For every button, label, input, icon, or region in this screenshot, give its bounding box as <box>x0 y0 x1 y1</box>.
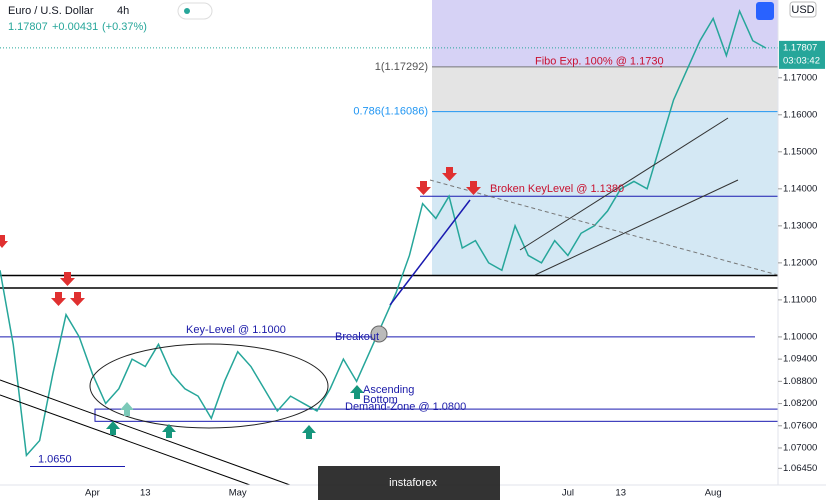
trend-line <box>519 117 729 251</box>
price-tag <box>779 40 825 69</box>
trend-line <box>534 179 739 276</box>
ellipse <box>89 343 329 429</box>
trend-line <box>389 199 471 306</box>
status-pill[interactable] <box>177 2 213 20</box>
symbol: Euro / U.S. Dollar <box>8 5 94 17</box>
axes: 1.06450 1.07000 1.07600 1.08200 1.08800 1.094… <box>85 40 825 499</box>
fib-zone <box>432 66 778 112</box>
background: 1(1.17292) 0.786(1.16086) <box>353 0 778 276</box>
level-label: Broken KeyLevel @ 1.1380 <box>490 183 624 195</box>
price-line <box>0 8 767 458</box>
y-tick-label: 1.10000 <box>783 331 817 342</box>
up-arrow <box>350 385 364 399</box>
watermark: instaforex <box>389 477 437 489</box>
currency: USD <box>791 4 814 16</box>
countdown: 03:03:42 <box>783 55 820 66</box>
down-arrow <box>70 292 85 306</box>
y-tick-label: 1.07600 <box>783 420 817 431</box>
annotations: Fibo Exp. 100% @ 1.1730 Broken KeyLevel @… <box>38 56 664 466</box>
x-tick-label: Aug <box>705 488 722 499</box>
down-arrow <box>51 292 66 306</box>
interval: 4h <box>117 5 129 17</box>
level-label: Fibo Exp. 100% @ 1.1730 <box>535 56 664 68</box>
x-tick-label: 13 <box>615 488 626 499</box>
arrows <box>0 167 481 439</box>
y-tick-label: 1.17000 <box>783 72 817 83</box>
currency-box[interactable] <box>789 1 817 18</box>
fib-label: 1(1.17292) <box>375 61 428 73</box>
y-tick-label: 1.06450 <box>783 463 817 474</box>
zone-label: Demand-Zone @ 1.0800 <box>345 401 466 413</box>
y-tick-label: 1.08200 <box>783 398 817 409</box>
fib-label: 0.786(1.16086) <box>353 105 428 117</box>
note: Ascending <box>363 384 414 396</box>
price-axis <box>778 0 826 500</box>
y-tick-label: 1.07000 <box>783 442 817 453</box>
x-tick-label: May <box>229 488 247 499</box>
up-arrow <box>106 421 120 435</box>
y-tick-label: 1.15000 <box>783 146 817 157</box>
down-arrow <box>466 181 481 195</box>
y-tick-label: 1.13000 <box>783 220 817 231</box>
down-arrow <box>416 181 431 195</box>
up-arrow <box>162 424 176 438</box>
fib-zone <box>432 0 778 67</box>
up-arrow <box>302 425 316 439</box>
down-arrow <box>442 167 457 181</box>
level-label: 1.0650 <box>38 453 72 465</box>
y-tick-label: 1.14000 <box>783 183 817 194</box>
note: Bottom <box>363 394 398 406</box>
change: +0.00431 <box>52 21 98 33</box>
fib-zone <box>432 111 778 276</box>
down-arrow <box>0 235 8 248</box>
price-tag-label: 1.17807 <box>783 42 817 53</box>
down-arrow <box>60 272 75 286</box>
trend-line <box>0 394 251 486</box>
fullscreen-button[interactable] <box>756 2 774 20</box>
y-tick-label: 1.12000 <box>783 257 817 268</box>
y-tick-label: 1.09400 <box>783 354 817 365</box>
trend-line <box>0 379 291 486</box>
x-tick-label: Apr <box>85 488 100 499</box>
y-tick-label: 1.11000 <box>783 294 817 305</box>
breakout-circle <box>370 325 388 343</box>
trend-lines <box>0 117 779 486</box>
x-tick-label: 13 <box>140 488 151 499</box>
last-price: 1.17807 <box>8 21 48 33</box>
y-tick-label: 1.08800 <box>783 376 817 387</box>
x-tick-label: Jul <box>562 488 574 499</box>
level-label: Key-Level @ 1.1000 <box>186 324 286 336</box>
watermark-bg <box>318 466 500 500</box>
y-tick-label: 1.16000 <box>783 109 817 120</box>
up-arrow <box>120 402 134 416</box>
change-pct: (+0.37%) <box>102 21 147 33</box>
note: Breakout <box>335 331 379 343</box>
status-dot <box>184 8 190 14</box>
